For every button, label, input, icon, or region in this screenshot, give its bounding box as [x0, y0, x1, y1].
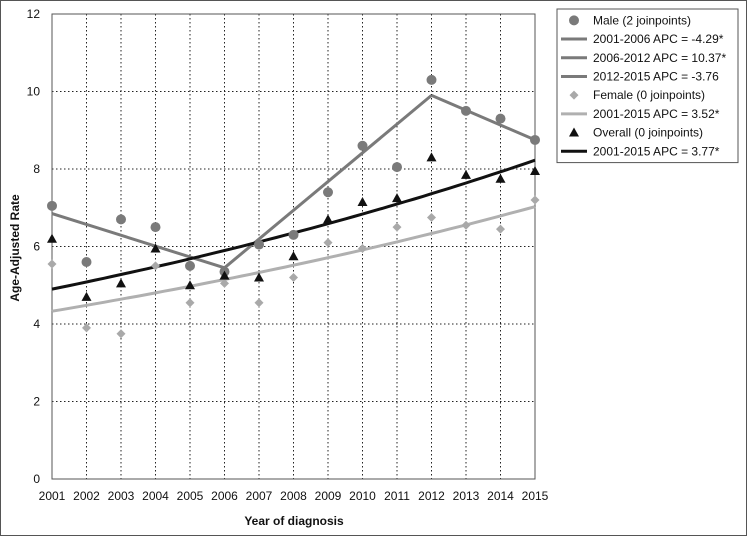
- x-tick-label: 2008: [280, 489, 307, 503]
- data-point-diamond: [461, 220, 471, 230]
- data-point-diamond: [496, 224, 505, 234]
- data-point-diamond: [151, 261, 160, 271]
- x-tick-label: 2003: [108, 489, 135, 503]
- data-point-triangle: [116, 278, 126, 288]
- data-point-diamond: [220, 278, 229, 288]
- y-tick-label: 12: [27, 7, 41, 21]
- legend-label: 2001-2006 APC = -4.29*: [593, 32, 724, 46]
- data-point-triangle: [323, 214, 333, 224]
- y-tick-label: 2: [33, 395, 40, 409]
- legend-box: [556, 8, 739, 164]
- legend-label: Male (2 joinpoints): [593, 13, 691, 27]
- legend-swatch-circle: [569, 15, 579, 26]
- trend-line-2: [223, 94, 433, 269]
- y-axis-title: Age-Adjusted Rate: [8, 194, 22, 302]
- y-tick-labels: 0 2 4 6 8 10 12: [27, 7, 41, 486]
- data-point-triangle: [357, 196, 368, 206]
- data-point-triangle: [288, 251, 299, 261]
- data-point-diamond: [392, 222, 402, 232]
- legend-swatch-diamond: [569, 90, 579, 100]
- y-tick-label: 10: [27, 85, 41, 99]
- grid-lines: [52, 13, 535, 479]
- trend-line-3: [430, 94, 536, 142]
- x-tick-label: 2005: [177, 489, 204, 503]
- data-point-circle: [81, 257, 92, 267]
- data-point-circle: [426, 74, 437, 85]
- x-tick-label: 2009: [315, 489, 342, 503]
- data-point-circle: [357, 140, 368, 151]
- legend-label: Female (0 joinpoints): [593, 88, 705, 102]
- data-point-triangle: [392, 193, 402, 203]
- data-point-circle: [47, 200, 57, 211]
- plot-area-border: [51, 13, 536, 480]
- x-tick-label: 2014: [487, 489, 514, 503]
- x-tick-label: 2002: [73, 489, 100, 503]
- legend-label: 2001-2015 APC = 3.77*: [593, 144, 720, 158]
- data-point-diamond: [358, 243, 367, 253]
- x-tick-label: 2012: [418, 489, 445, 503]
- x-tick-label: 2001: [39, 489, 66, 503]
- data-point-circle: [116, 214, 126, 225]
- x-axis-title: Year of diagnosis: [244, 514, 344, 528]
- y-tick-label: 4: [33, 317, 40, 331]
- data-point-circle: [254, 239, 264, 250]
- data-point-circle: [185, 260, 195, 271]
- data-point-diamond: [185, 298, 195, 308]
- x-tick-labels: 2001 2002 2003 2004 2005 2006 2007 2008 2009 2010…: [39, 489, 549, 503]
- data-point-triangle: [461, 169, 471, 179]
- data-point-diamond: [323, 238, 333, 248]
- data-point-triangle: [185, 280, 195, 290]
- data-point-circle: [495, 113, 506, 124]
- data-point-triangle: [426, 152, 437, 162]
- data-point-circle: [288, 229, 299, 240]
- data-point-diamond: [116, 329, 126, 339]
- x-tick-label: 2013: [453, 489, 480, 503]
- x-tick-label: 2004: [142, 489, 169, 503]
- data-point-circle: [461, 105, 471, 116]
- data-point-circle: [392, 162, 402, 173]
- legend-swatch-triangle: [569, 127, 579, 137]
- x-tick-label: 2006: [211, 489, 238, 503]
- data-point-triangle: [150, 243, 161, 253]
- data-point-triangle: [47, 233, 57, 243]
- trend-line-1: [51, 212, 225, 270]
- x-tick-label: 2015: [522, 489, 549, 503]
- data-point-triangle: [530, 165, 540, 175]
- data-point-triangle: [219, 270, 230, 280]
- data-point-triangle: [254, 272, 264, 282]
- trend-curve-5: [51, 205, 536, 313]
- data-point-circle: [323, 187, 333, 198]
- legend-label: 2006-2012 APC = 10.37*: [593, 51, 726, 65]
- data-points: [47, 74, 540, 339]
- x-tick-label: 2011: [384, 489, 410, 503]
- x-tick-label: 2010: [349, 489, 376, 503]
- y-tick-label: 8: [33, 162, 40, 176]
- data-point-circle: [530, 134, 540, 145]
- data-point-diamond: [427, 212, 436, 222]
- y-tick-label: 6: [33, 240, 40, 254]
- axes: [51, 13, 536, 480]
- legend: Male (2 joinpoints) 2001-2006 APC = -4.29…: [556, 8, 739, 164]
- x-tick-label: 2007: [246, 489, 273, 503]
- legend-label: 2001-2015 APC = 3.52*: [593, 107, 720, 121]
- data-point-triangle: [81, 291, 92, 301]
- data-point-diamond: [530, 195, 540, 205]
- data-point-diamond: [82, 323, 91, 333]
- data-point-diamond: [47, 259, 57, 269]
- legend-label: Overall (0 joinpoints): [593, 126, 703, 140]
- data-point-diamond: [289, 273, 298, 282]
- legend-label: 2012-2015 APC = -3.76: [593, 69, 719, 83]
- data-point-triangle: [495, 173, 506, 183]
- y-tick-label: 0: [33, 472, 40, 486]
- data-point-circle: [150, 222, 161, 233]
- data-point-diamond: [254, 298, 264, 308]
